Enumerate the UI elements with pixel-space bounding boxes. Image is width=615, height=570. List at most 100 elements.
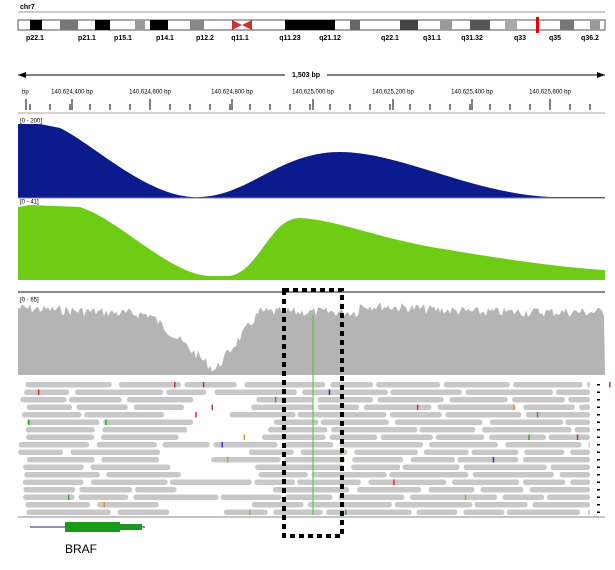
band [95,20,110,30]
read [317,397,373,403]
read [505,442,581,448]
ruler-label: 140,625,600 bp [529,90,571,96]
read [551,465,590,471]
read [133,495,218,501]
read [321,420,389,426]
read [381,435,433,441]
track-range: [0 - 200] [20,119,42,125]
mismatch [68,495,70,501]
read [27,510,111,516]
band [440,20,452,30]
read [429,487,475,493]
utr [120,524,142,530]
read [25,502,90,508]
read [255,465,343,471]
mismatch [577,435,579,441]
read [330,435,377,441]
read [308,502,392,508]
strand-mark [597,422,600,424]
cytoband-label: q36.2 [581,35,599,42]
cytoband-label: q31.32 [461,35,483,42]
band [400,20,418,30]
cytoband-label: p12.2 [196,35,214,42]
read [570,450,590,456]
read [318,405,359,411]
read [463,510,504,516]
read [417,510,458,516]
read [368,480,446,486]
read [565,420,590,426]
read [579,405,590,411]
cytoband-label: q31.1 [423,35,441,42]
read [26,427,95,433]
mismatch [609,382,611,388]
strand-mark [597,384,600,386]
read [556,390,590,396]
cytoband-label: q33 [514,35,526,42]
read [390,390,462,396]
band [305,20,335,30]
read [21,397,67,403]
region-width: 1,503 bp [292,72,320,79]
strand-mark [597,504,600,506]
read [378,397,444,403]
read [507,510,580,516]
read [457,457,518,463]
read [166,390,206,396]
band [30,20,42,30]
mismatch [493,457,495,463]
read [18,450,63,456]
band [190,20,204,30]
read [77,405,128,411]
mismatch [249,510,251,516]
read [27,405,72,411]
chromosome-name: chr7 [20,4,35,11]
read [79,495,129,501]
read [560,472,590,478]
read [273,510,322,516]
strand-mark [597,407,600,409]
read [24,472,99,478]
read [23,487,75,493]
read [589,442,590,448]
read [354,450,418,456]
read [526,412,590,418]
mismatch [329,390,331,396]
mismatch [465,495,467,501]
read [331,427,417,433]
read [75,390,163,396]
read [103,427,188,433]
read [429,442,498,448]
read [357,487,421,493]
read [351,465,400,471]
read [473,472,554,478]
read [221,495,282,501]
read [549,435,591,441]
read [464,465,547,471]
read [411,457,455,463]
read [211,457,281,463]
read [338,495,404,501]
read [530,487,591,493]
read [118,510,170,516]
read-coverage [18,302,605,375]
read [213,442,277,448]
read [568,397,590,403]
read [97,442,157,448]
read [285,457,345,463]
mismatch [345,510,347,516]
read [268,427,327,433]
read [27,420,100,426]
read [302,390,388,396]
read [224,510,268,516]
mismatch [417,405,419,411]
read [312,472,387,478]
read [22,412,81,418]
strand-mark [597,429,600,431]
strand-mark [597,392,600,394]
strand-mark [597,414,600,416]
read [364,405,432,411]
mismatch [222,442,224,448]
cytoband-label: q11.1 [231,35,249,42]
read [262,435,326,441]
